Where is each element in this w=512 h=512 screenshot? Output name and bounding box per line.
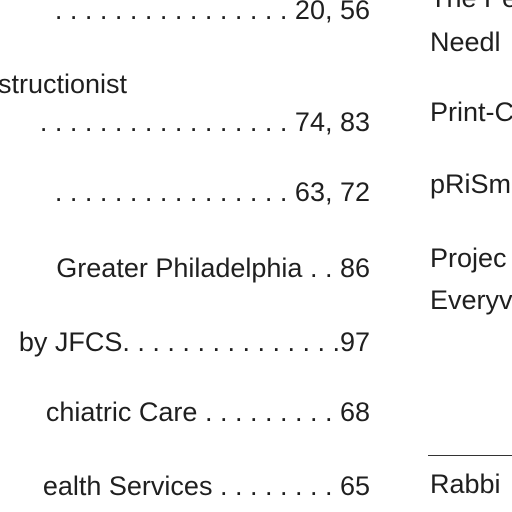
index-entry-line: Needl xyxy=(430,27,501,57)
index-entry-line: by JFCS. . . . . . . . . . . . . . .97 xyxy=(18,327,370,357)
index-entry-line: chiatric Care . . . . . . . . . 68 xyxy=(45,397,370,427)
index-entry-line: . . . . . . . . . . . . . . . . 20, 56 xyxy=(54,0,370,25)
index-entry-line: Projec xyxy=(430,243,507,273)
index-entry-line: structionist xyxy=(0,69,128,99)
index-entry-line: Everyv xyxy=(430,285,512,315)
index-entry-line: pRiSm xyxy=(430,169,512,199)
index-entry-line: Print-C xyxy=(430,97,512,127)
index-entry-line: . . . . . . . . . . . . . . . . . 74, 83 xyxy=(39,107,370,137)
index-entry-line: The Pe xyxy=(430,0,512,14)
index-entry-line: . . . . . . . . . . . . . . . . 63, 72 xyxy=(54,177,370,207)
index-entry-line: Rabbi xyxy=(430,469,501,499)
section-divider xyxy=(428,455,512,456)
index-entry-line: ealth Services . . . . . . . . 65 xyxy=(42,471,370,501)
index-entry-line: Greater Philadelphia . . 86 xyxy=(56,253,370,283)
